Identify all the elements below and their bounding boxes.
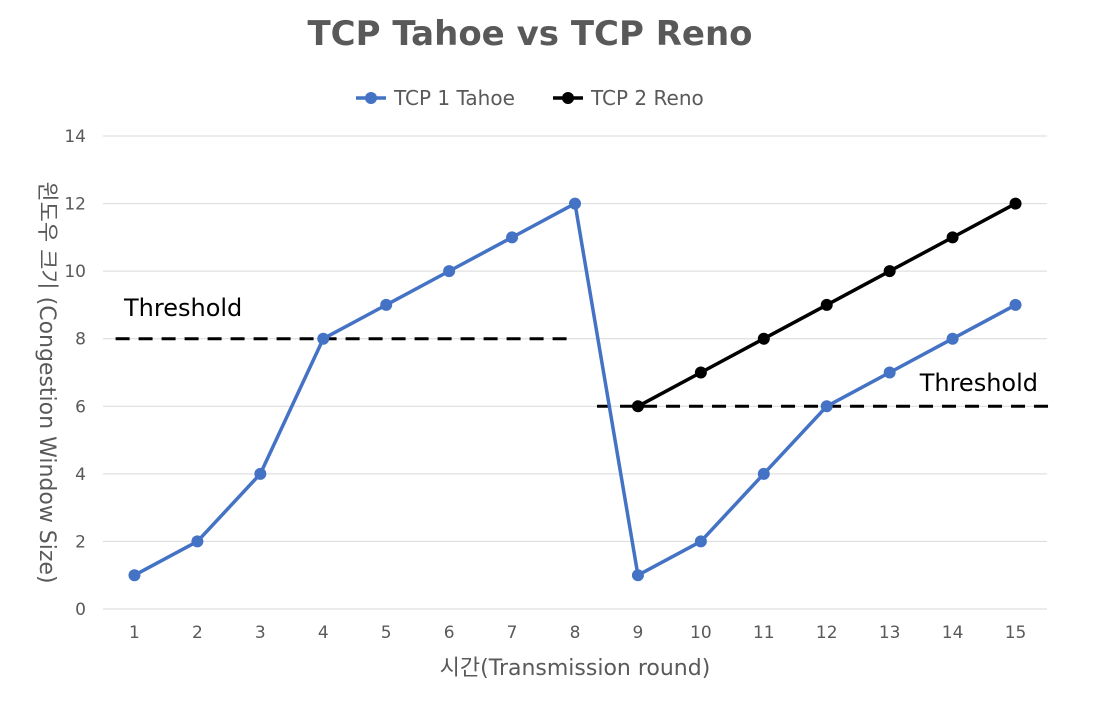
x-tick-label: 11 <box>753 623 775 643</box>
legend-marker <box>562 92 574 104</box>
chart-title: TCP Tahoe vs TCP Reno <box>307 14 753 54</box>
legend-marker <box>365 92 377 104</box>
x-tick-label: 1 <box>129 623 140 643</box>
x-tick-label: 12 <box>816 623 838 643</box>
data-point <box>569 197 581 210</box>
x-tick-label: 7 <box>507 623 518 643</box>
x-tick-label: 3 <box>255 623 266 643</box>
x-axis-title: 시간(Transmission round) <box>440 656 711 681</box>
data-point <box>317 332 330 345</box>
data-point <box>883 265 896 278</box>
x-tick-label: 10 <box>690 623 712 643</box>
data-point <box>757 467 770 480</box>
data-point <box>883 366 896 379</box>
y-tick-label: 2 <box>75 532 86 552</box>
y-tick-label: 4 <box>75 465 86 485</box>
threshold-label: Threshold <box>919 369 1038 397</box>
data-point <box>694 366 707 379</box>
data-point <box>694 535 707 548</box>
legend-label: TCP 1 Tahoe <box>393 86 515 110</box>
data-point <box>631 400 644 413</box>
data-point <box>128 569 141 582</box>
data-point <box>506 231 519 244</box>
data-point <box>254 467 267 480</box>
data-point <box>380 298 393 311</box>
data-point <box>631 569 644 582</box>
data-point <box>946 231 959 244</box>
y-tick-label: 14 <box>64 127 86 147</box>
x-tick-label: 6 <box>444 623 455 643</box>
y-tick-label: 10 <box>64 262 86 282</box>
data-point <box>443 265 456 278</box>
data-point <box>191 535 204 548</box>
data-point <box>820 400 833 413</box>
x-tick-label: 13 <box>879 623 901 643</box>
data-point <box>1009 197 1022 210</box>
series-line-1 <box>133 201 1017 577</box>
x-tick-label: 15 <box>1005 623 1027 643</box>
y-axis-title: 윈도우 크기 (Congestion Window Size) <box>34 181 59 583</box>
y-tick-label: 0 <box>75 600 86 620</box>
x-tick-label: 8 <box>570 623 581 643</box>
x-tick-label: 5 <box>381 623 392 643</box>
x-tick-label: 2 <box>192 623 203 643</box>
threshold-label: Threshold <box>123 294 242 322</box>
data-point <box>1009 298 1022 311</box>
x-tick-label: 4 <box>318 623 329 643</box>
data-point <box>946 332 959 345</box>
data-point <box>820 298 833 311</box>
y-tick-label: 6 <box>75 397 86 417</box>
y-tick-label: 12 <box>64 195 86 215</box>
x-tick-label: 14 <box>942 623 964 643</box>
data-point <box>757 332 770 345</box>
y-tick-label: 8 <box>75 330 86 350</box>
legend-label: TCP 2 Reno <box>590 86 704 110</box>
x-tick-label: 9 <box>633 623 644 643</box>
